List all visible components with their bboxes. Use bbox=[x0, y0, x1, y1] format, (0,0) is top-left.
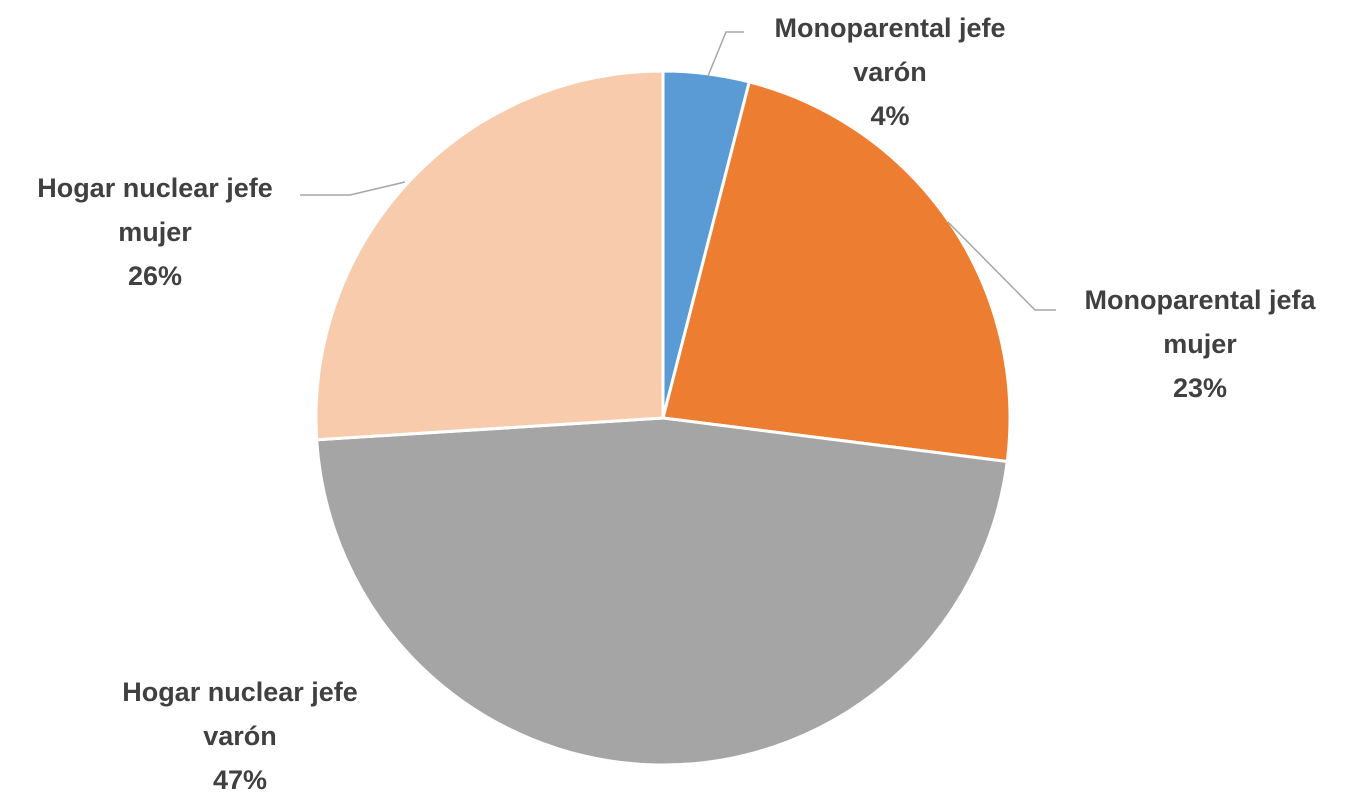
value-label: 47% bbox=[212, 765, 268, 795]
data-label: Monoparental jefe varón 4% bbox=[740, 6, 1040, 138]
leader-line bbox=[707, 31, 744, 77]
value-label: 23% bbox=[1172, 373, 1228, 403]
data-label: Monoparental jefa mujer 23% bbox=[1050, 278, 1350, 410]
value-label: 26% bbox=[127, 261, 183, 291]
category-label: Monoparental jefa mujer bbox=[1084, 285, 1316, 359]
leader-lines bbox=[300, 31, 1056, 311]
leader-line bbox=[300, 181, 406, 196]
slices bbox=[314, 69, 1012, 767]
category-label: Hogar nuclear jefe mujer bbox=[37, 173, 273, 247]
pie-slice bbox=[314, 69, 665, 442]
value-label: 4% bbox=[870, 101, 910, 131]
category-label: Hogar nuclear jefe varón bbox=[122, 677, 358, 751]
data-label: Hogar nuclear jefe mujer 26% bbox=[5, 166, 305, 298]
category-label: Monoparental jefe varón bbox=[774, 13, 1006, 87]
pie-slice bbox=[315, 416, 1009, 767]
leader-line bbox=[947, 221, 1056, 311]
data-label: Hogar nuclear jefe varón 47% bbox=[90, 670, 390, 796]
